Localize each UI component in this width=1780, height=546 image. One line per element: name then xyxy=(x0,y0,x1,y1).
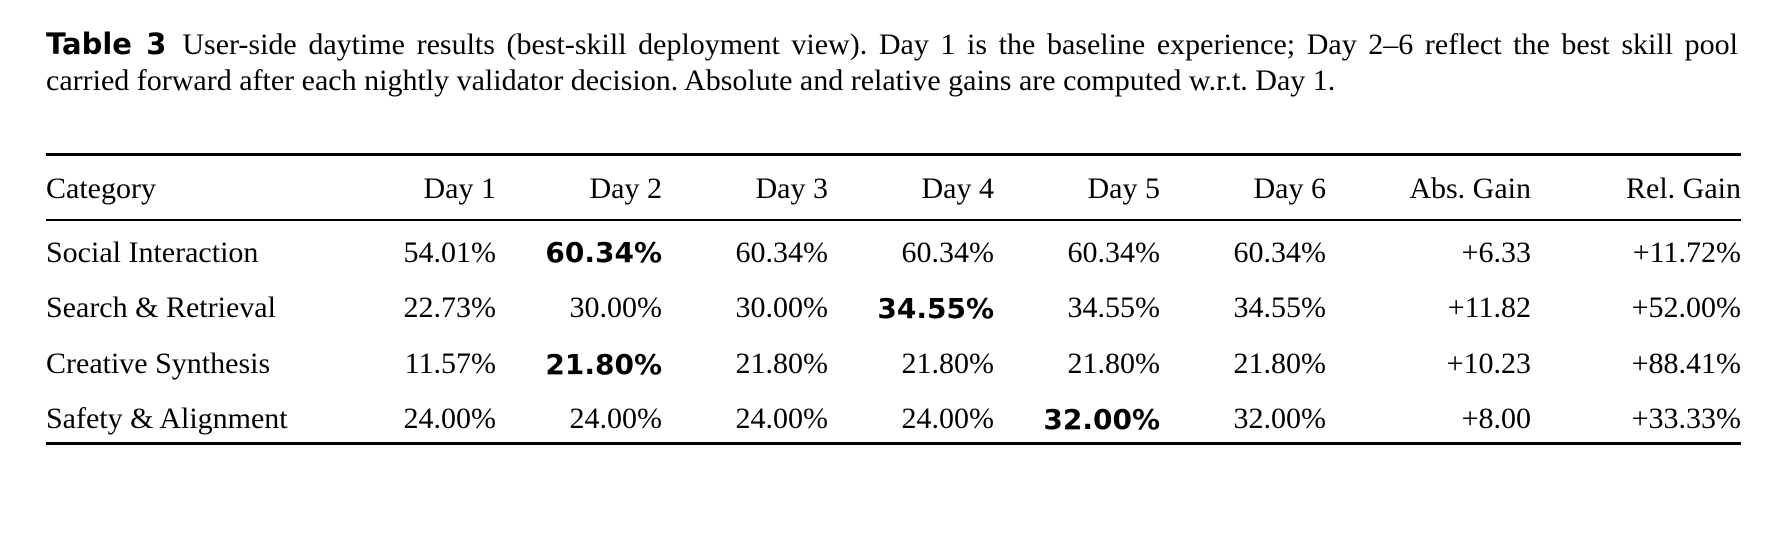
value-cell: 21.80% xyxy=(1067,347,1161,380)
category-cell: Safety & Alignment xyxy=(46,402,288,436)
column-header: Category xyxy=(46,172,156,206)
value-cell: 21.80% xyxy=(735,347,829,380)
value-cell: 30.00% xyxy=(735,291,829,324)
value-cell: 34.55% xyxy=(1067,291,1161,324)
value-cell: 34.55% xyxy=(1233,291,1327,324)
value-cell: 22.73% xyxy=(403,291,497,324)
value-cell: 32.00% xyxy=(1233,402,1327,436)
value-cell: +11.82 xyxy=(1447,291,1531,324)
value-cell: 24.00% xyxy=(569,402,663,436)
value-cell: +88.41% xyxy=(1631,347,1741,380)
table-caption: Table 3 User-side daytime results (best-s… xyxy=(46,26,1738,99)
table-header: Category Day 1 Day 2 Day 3 Day 4 Day 5 Day 6 Ab… xyxy=(46,155,1741,220)
value-cell: 60.34% xyxy=(1233,235,1327,269)
value-cell: +33.33% xyxy=(1631,402,1741,436)
column-header: Day 1 xyxy=(423,172,496,206)
category-cell: Creative Synthesis xyxy=(46,347,271,380)
column-header: Day 4 xyxy=(921,172,994,206)
table-row: Creative Synthesis 11.57% 21.80% 21.80% 21.8… xyxy=(46,332,1741,388)
value-cell: 24.00% xyxy=(403,402,497,436)
best-value-cell: 60.34% xyxy=(545,236,662,269)
category-cell: Search & Retrieval xyxy=(46,291,276,324)
value-cell: 21.80% xyxy=(901,347,995,380)
results-table: Category Day 1 Day 2 Day 3 Day 4 Day 5 Day 6 Ab… xyxy=(46,153,1741,445)
value-cell: 60.34% xyxy=(1067,235,1161,269)
category-cell: Social Interaction xyxy=(46,235,259,269)
table-row: Social Interaction 54.01% 60.34% 60.34% 60.3… xyxy=(46,220,1741,276)
column-header: Day 3 xyxy=(755,172,828,206)
value-cell: 60.34% xyxy=(901,235,995,269)
header-row: Category Day 1 Day 2 Day 3 Day 4 Day 5 Day 6 Ab… xyxy=(46,155,1741,220)
table-row: Search & Retrieval 22.73% 30.00% 30.00% 34.5… xyxy=(46,276,1741,332)
value-cell: +52.00% xyxy=(1631,291,1741,324)
column-header: Abs. Gain xyxy=(1409,172,1531,206)
value-cell: +8.00 xyxy=(1461,402,1531,436)
column-header: Day 6 xyxy=(1253,172,1326,206)
value-cell: 24.00% xyxy=(735,402,829,436)
best-value-cell: 21.80% xyxy=(545,347,662,381)
best-value-cell: 32.00% xyxy=(1043,402,1160,436)
value-cell: 24.00% xyxy=(901,402,995,436)
value-cell: 60.34% xyxy=(735,235,829,269)
table-caption-text: User-side daytime results (best-skill de… xyxy=(46,28,1738,97)
best-value-cell: 34.55% xyxy=(877,291,994,325)
column-header: Rel. Gain xyxy=(1626,172,1741,206)
value-cell: +10.23 xyxy=(1446,347,1531,380)
value-cell: 54.01% xyxy=(403,235,497,269)
value-cell: 11.57% xyxy=(404,347,496,380)
table-row: Safety & Alignment 24.00% 24.00% 24.00% 24.0… xyxy=(46,388,1741,444)
column-header: Day 2 xyxy=(589,172,662,206)
value-cell: +6.33 xyxy=(1461,235,1531,269)
column-header: Day 5 xyxy=(1087,172,1160,206)
table-body: Social Interaction 54.01% 60.34% 60.34% 60.3… xyxy=(46,220,1741,444)
value-cell: 21.80% xyxy=(1233,347,1327,380)
table-caption-label: Table 3 xyxy=(46,27,167,61)
value-cell: 30.00% xyxy=(569,291,663,324)
value-cell: +11.72% xyxy=(1632,235,1741,269)
